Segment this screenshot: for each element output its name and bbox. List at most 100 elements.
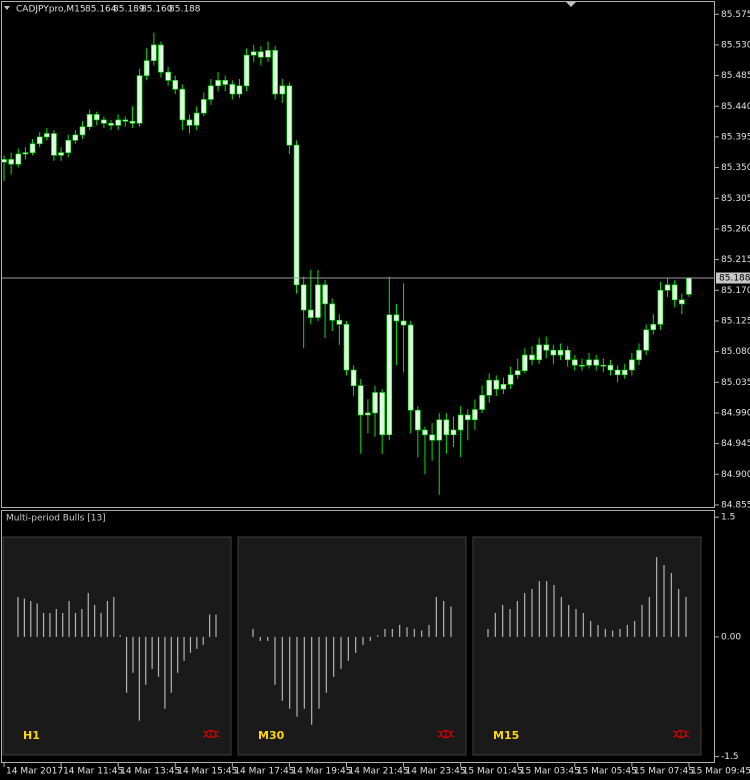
candle-body <box>486 379 492 396</box>
candle-body <box>8 159 14 165</box>
y-tick-label: 1.5 <box>721 513 735 523</box>
panel-box <box>237 536 467 756</box>
panel-label: H1 <box>23 729 40 742</box>
candle-body <box>44 133 50 138</box>
candle-body <box>265 50 271 58</box>
candle-body <box>657 289 664 325</box>
candle-body <box>286 85 293 146</box>
candle-body <box>308 309 314 318</box>
candle-body <box>172 80 179 90</box>
candle-body <box>450 429 457 436</box>
y-tick-label: 0.00 <box>721 632 741 642</box>
candle-body <box>607 364 614 371</box>
candle-body <box>72 134 79 141</box>
candle-body <box>36 136 43 145</box>
candle-body <box>464 414 471 421</box>
panel-box <box>472 536 702 756</box>
ohlc-label: 85.189 <box>113 5 145 15</box>
ohlc-label: 85.164 <box>85 5 117 15</box>
x-tick-label: 15 Mar 07:45 <box>634 767 694 777</box>
y-tick-label: 85.575 <box>721 10 750 20</box>
candle-body <box>650 324 657 331</box>
candle-body <box>571 359 578 366</box>
menu-arrow <box>4 6 10 10</box>
candle-body <box>136 75 143 124</box>
panel-box <box>2 536 232 756</box>
candle-body <box>529 354 535 361</box>
candle-body <box>514 370 521 376</box>
candle-body <box>443 419 450 436</box>
x-tick-label: 14 Mar 15:45 <box>177 767 237 777</box>
bug-icon-legs <box>672 730 690 738</box>
candle-body <box>86 114 93 128</box>
candle-body <box>315 284 321 318</box>
shift-marker <box>566 2 576 7</box>
candle-body <box>500 384 507 390</box>
candle-body <box>436 419 443 441</box>
candle-body <box>507 374 514 385</box>
y-tick-label: 84.990 <box>721 408 750 418</box>
candle-body <box>365 412 371 416</box>
candle-body <box>379 392 385 436</box>
candle-body <box>664 284 671 291</box>
candle-body <box>200 99 207 114</box>
candle-body <box>229 84 236 95</box>
candle-body <box>522 354 528 371</box>
y-tick-label: 85.440 <box>721 102 750 112</box>
candle-body <box>58 152 64 156</box>
candle-body <box>179 88 186 121</box>
candle-body <box>272 50 278 95</box>
candle-body <box>343 324 350 371</box>
x-tick-label: 15 Mar 03:45 <box>520 767 580 777</box>
candle-body <box>400 320 407 326</box>
candle-body <box>350 369 357 386</box>
y-tick-label: 85.305 <box>721 194 750 204</box>
candle-body <box>93 114 100 121</box>
candle-body <box>386 314 393 436</box>
candle-body <box>636 349 642 361</box>
candle-body <box>686 277 692 295</box>
candle-body <box>621 369 628 376</box>
y-tick-label: 85.395 <box>721 132 750 142</box>
candle-body <box>593 359 600 366</box>
candle-body <box>415 409 421 431</box>
symbol-label: CADJPYpro,M15 <box>16 5 86 15</box>
candle-body <box>258 51 264 58</box>
candle-body <box>65 140 72 153</box>
y-tick-label: 84.945 <box>721 439 750 449</box>
candle-body <box>629 359 635 371</box>
candle-body <box>329 303 336 321</box>
candle-body <box>222 80 228 85</box>
main-frame <box>1 1 715 508</box>
y-tick-label: 85.260 <box>721 224 750 234</box>
candle-body <box>122 119 129 122</box>
candle-body <box>536 344 542 361</box>
candle-body <box>671 284 678 301</box>
indicator-frame <box>1 510 715 763</box>
candle-body <box>300 284 307 311</box>
candle-body <box>151 44 157 61</box>
bug-icon-legs <box>437 730 455 738</box>
candle-body <box>215 80 221 87</box>
y-tick-label: 85.215 <box>721 255 750 265</box>
candle-body <box>614 369 621 376</box>
y-tick-label: 85.530 <box>721 40 750 50</box>
candle-body <box>557 349 564 356</box>
candle-body <box>550 349 557 356</box>
candle-body <box>143 60 150 76</box>
candle-body <box>79 126 86 136</box>
candle-body <box>472 409 478 421</box>
candle-body <box>564 349 571 361</box>
y-tick-label: 85.080 <box>721 347 750 357</box>
panel-label: M30 <box>258 729 285 742</box>
candle-body <box>129 120 136 124</box>
x-tick-label: 14 Mar 19:45 <box>291 767 351 777</box>
candle-body <box>336 319 343 325</box>
candle-body <box>679 299 685 305</box>
x-tick-label: 14 Mar 23:45 <box>406 767 466 777</box>
candle-body <box>158 44 164 73</box>
y-tick-label: -1.5 <box>721 752 739 762</box>
candle-body <box>372 392 378 414</box>
candle-body <box>236 85 243 95</box>
candle-body <box>115 119 121 126</box>
